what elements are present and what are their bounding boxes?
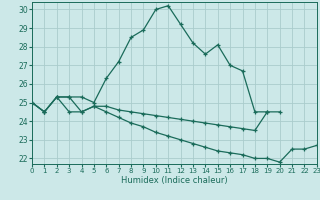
X-axis label: Humidex (Indice chaleur): Humidex (Indice chaleur) — [121, 176, 228, 185]
